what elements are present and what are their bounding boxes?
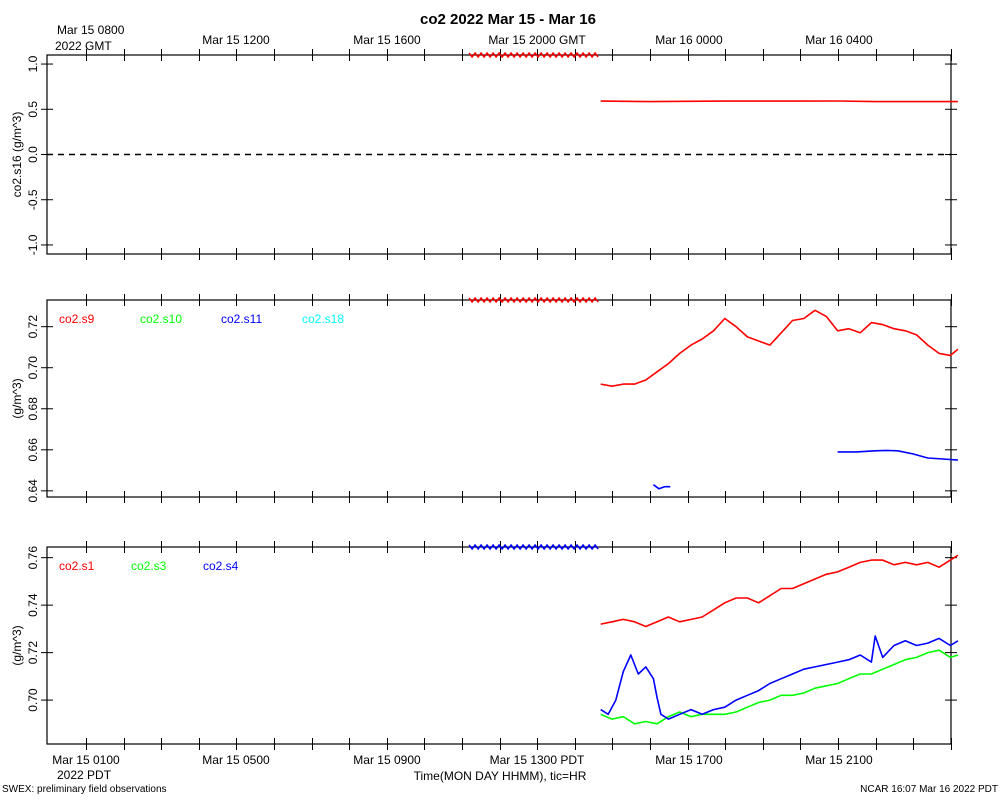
y-tick-label: 0.70: [26, 688, 40, 712]
panel-co2-s9-s18: 0.64 0.66 0.68 0.70 0.72 (g/m^3) co2.s9 co2.s10…: [10, 294, 959, 503]
bottom-axis-label: Mar 15 1700: [655, 753, 723, 767]
data-flag-marker: [468, 543, 599, 551]
series-line-co2: [600, 100, 958, 103]
y-tick-label: 0.74: [26, 593, 40, 617]
y-tick-label: 0.70: [26, 356, 40, 380]
y-tick-label: 1.0: [26, 55, 40, 72]
series-line-co2-s1: [600, 554, 959, 628]
x-axis-title: Time(MON DAY HHMM), tic=HR: [414, 769, 587, 783]
legend-label: co2.s11: [221, 312, 262, 326]
y-tick-label: 0.68: [26, 397, 40, 421]
legend-label: co2.s10: [140, 312, 182, 326]
y-tick-label: 0.66: [26, 438, 40, 462]
bottom-axis-label: Mar 15 0100: [52, 753, 120, 767]
y-tick-label: 0.0: [26, 146, 40, 163]
series-line-co2-s4: [600, 635, 959, 720]
y-tick-label: 0.64: [26, 479, 40, 503]
y-tick-label: -1.0: [26, 234, 40, 255]
data-flag-marker: [468, 296, 599, 304]
y-tick-label: 0.72: [26, 641, 40, 665]
series-line-co2-s9: [600, 309, 959, 388]
y-tick-label: 0.76: [26, 546, 40, 570]
top-axis-label: Mar 15 1200: [202, 33, 270, 47]
y-axis-title: co2.s16 (g/m^3): [10, 112, 24, 198]
footer-right-note: NCAR 16:07 Mar 16 2022 PDT: [860, 784, 998, 795]
top-axis-label: Mar 15 1600: [353, 33, 421, 47]
bottom-axis-label: Mar 15 2100: [805, 753, 873, 767]
bottom-axis-label: Mar 15 1300 PDT: [490, 753, 585, 767]
top-axis-label: Mar 16 0400: [805, 33, 873, 47]
legend-label: co2.s9: [59, 312, 95, 326]
top-axis-first-label-line1: Mar 15 0800: [57, 23, 125, 37]
footer-left-note: SWEX: preliminary field observations: [2, 784, 167, 795]
data-flag-marker: [468, 51, 599, 59]
panel-co2-s1-s4: 0.70 0.72 0.74 0.76 (g/m^3) co2.s1 co2.s3 co2.s…: [10, 541, 959, 750]
series-line-co2-s11: [652, 484, 671, 490]
bottom-axis-label: Mar 15 0500: [202, 753, 270, 767]
y-tick-label: -0.5: [26, 189, 40, 210]
plot-frame: [46, 299, 952, 498]
top-axis-first-label-line2: 2022 GMT: [55, 39, 112, 53]
series-line-co2-s3: [600, 649, 959, 725]
y-axis-title: (g/m^3): [10, 378, 24, 418]
top-axis-label: Mar 15 2000 GMT: [488, 33, 586, 47]
legend-label: co2.s3: [131, 559, 167, 573]
panel-co2-s16: -1.0 -0.5 0.0 0.5 1.0 co2.s16 (g/m^3): [10, 49, 958, 260]
chart-title: co2 2022 Mar 15 - Mar 16: [420, 11, 596, 28]
y-axis-title: (g/m^3): [10, 625, 24, 665]
legend-label: co2.s18: [302, 312, 344, 326]
bottom-axis-label: Mar 15 0900: [353, 753, 421, 767]
y-tick-label: 0.5: [26, 101, 40, 118]
legend-label: co2.s1: [59, 559, 95, 573]
y-tick-label: 0.72: [26, 315, 40, 339]
legend-label: co2.s4: [203, 559, 239, 573]
top-axis-label: Mar 16 0000: [655, 33, 723, 47]
series-line-co2-s11: [837, 449, 958, 461]
bottom-axis-first-label-line2: 2022 PDT: [57, 768, 112, 782]
